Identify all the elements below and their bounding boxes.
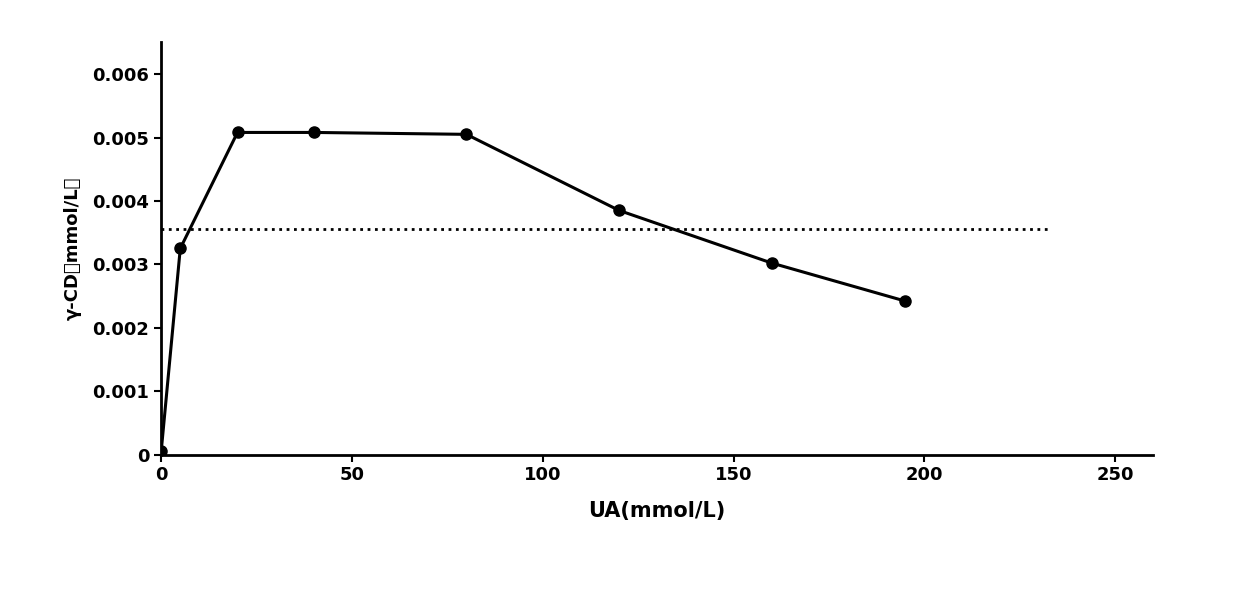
Y-axis label: γ-CD（mmol/L）: γ-CD（mmol/L）	[63, 177, 82, 320]
X-axis label: UA(mmol/L): UA(mmol/L)	[589, 501, 725, 521]
